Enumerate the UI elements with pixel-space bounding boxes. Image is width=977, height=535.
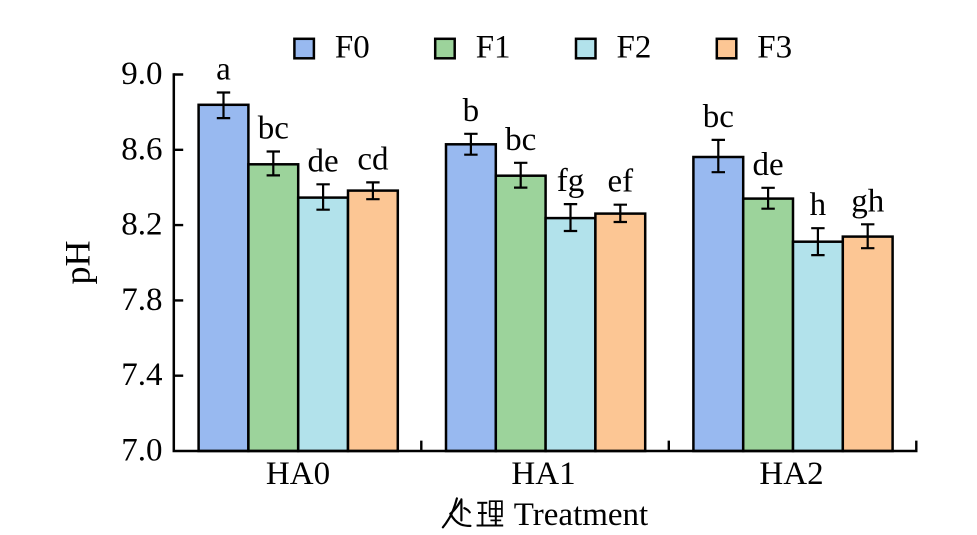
svg-text:de: de xyxy=(753,147,784,183)
svg-text:bc: bc xyxy=(258,111,289,147)
svg-text:9.0: 9.0 xyxy=(121,56,162,92)
svg-text:ef: ef xyxy=(607,164,633,200)
svg-text:F1: F1 xyxy=(476,30,511,66)
svg-text:HA1: HA1 xyxy=(511,456,575,492)
svg-text:7.4: 7.4 xyxy=(121,357,162,393)
svg-text:7.8: 7.8 xyxy=(121,282,162,318)
svg-text:h: h xyxy=(810,187,827,223)
svg-text:cd: cd xyxy=(357,141,389,177)
svg-text:F3: F3 xyxy=(757,30,792,66)
svg-text:a: a xyxy=(216,52,231,88)
svg-text:HA0: HA0 xyxy=(266,456,330,492)
svg-text:fg: fg xyxy=(557,163,585,199)
svg-text:HA2: HA2 xyxy=(759,456,823,492)
svg-text:8.2: 8.2 xyxy=(121,207,162,243)
svg-text:bc: bc xyxy=(505,122,536,158)
svg-text:gh: gh xyxy=(851,183,885,219)
svg-text:pH: pH xyxy=(58,241,98,285)
svg-text:bc: bc xyxy=(703,99,734,135)
svg-text:F2: F2 xyxy=(617,30,652,66)
svg-text:8.6: 8.6 xyxy=(121,131,162,167)
svg-text:Treatment: Treatment xyxy=(514,497,648,533)
svg-text:7.0: 7.0 xyxy=(121,433,162,469)
svg-text:b: b xyxy=(463,93,480,129)
svg-text:de: de xyxy=(308,143,339,179)
svg-text:F0: F0 xyxy=(335,30,370,66)
